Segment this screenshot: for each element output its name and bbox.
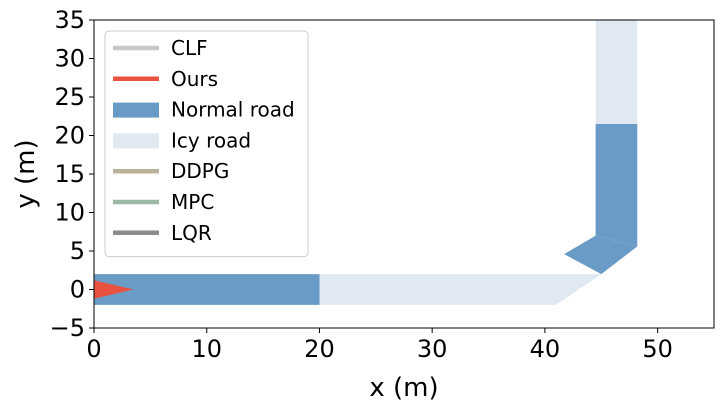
- legend-label-icy-road: Icy road: [171, 128, 251, 152]
- legend-label-clf: CLF: [171, 36, 208, 60]
- x-axis-label: x (m): [369, 373, 438, 403]
- icy-road-segment: [319, 274, 602, 305]
- normal-road-segment: [564, 235, 638, 275]
- y-tick-label: 5: [70, 237, 85, 265]
- y-tick-label: 10: [54, 199, 85, 227]
- y-tick-label: 30: [54, 45, 85, 73]
- y-axis-label: y (m): [11, 139, 41, 208]
- x-tick-label: 20: [304, 335, 335, 363]
- x-tick-label: 40: [530, 335, 561, 363]
- y-tick-label: 0: [70, 276, 85, 304]
- x-tick-label: 10: [191, 335, 222, 363]
- legend-label-ours: Ours: [171, 67, 218, 91]
- y-tick-label: 15: [54, 160, 85, 188]
- normal-road-segment: [94, 274, 320, 305]
- legend-swatch-icy-road: [113, 133, 159, 149]
- x-tick-label: 0: [86, 335, 101, 363]
- legend-label-lqr: LQR: [171, 221, 212, 245]
- legend-label-mpc: MPC: [171, 190, 214, 214]
- normal-road-segment: [595, 124, 638, 247]
- x-tick-label: 50: [642, 335, 673, 363]
- legend-swatch-normal-road: [113, 102, 159, 118]
- y-tick-label: 20: [54, 122, 85, 150]
- y-tick-label: −5: [50, 314, 85, 342]
- legend-label-normal-road: Normal road: [171, 98, 295, 122]
- legend: CLF Ours Normal road Icy road DDPG MPC LQR: [104, 30, 309, 258]
- vehicle-marker: [94, 280, 134, 299]
- plot-area: [94, 20, 638, 305]
- legend-label-ddpg: DDPG: [171, 159, 229, 183]
- plot-content: [94, 20, 638, 305]
- x-tick-label: 30: [417, 335, 448, 363]
- icy-road-segment: [595, 20, 638, 124]
- y-tick-label: 25: [54, 83, 85, 111]
- y-tick-label: 35: [54, 6, 85, 34]
